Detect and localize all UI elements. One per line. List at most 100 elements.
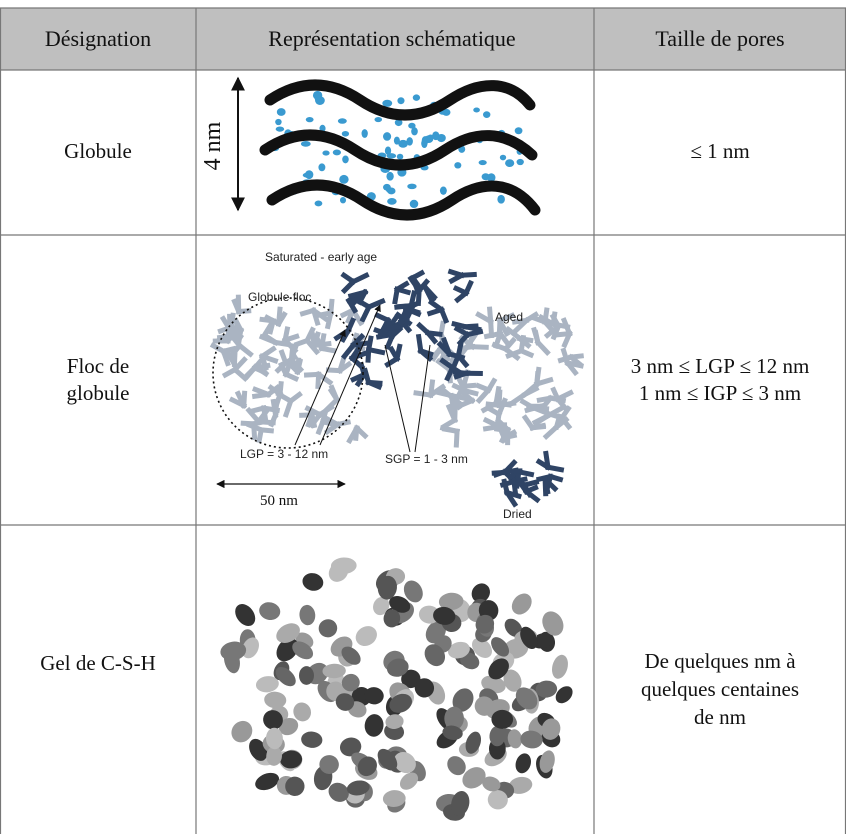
blue-dot	[322, 150, 330, 156]
globule	[474, 382, 492, 394]
blue-dot	[412, 94, 421, 101]
gel-particle	[249, 738, 268, 761]
globule-layers	[259, 79, 541, 221]
globule	[543, 450, 551, 471]
blue-dot	[385, 187, 394, 193]
blue-dot	[483, 111, 491, 118]
blue-dot	[396, 153, 404, 160]
gel-particle	[482, 776, 501, 792]
pore-size: ≤ 1 nm	[690, 139, 749, 163]
gel-particle	[299, 604, 316, 626]
gel-particle	[255, 676, 279, 693]
globule	[288, 343, 296, 363]
state-label: Aged	[495, 310, 523, 324]
globule	[464, 328, 484, 338]
gel-particle	[447, 641, 470, 659]
gel-particle	[489, 725, 506, 747]
gel-particle	[465, 731, 482, 754]
blue-dot	[314, 200, 323, 207]
globule	[346, 424, 361, 445]
gel-particle	[220, 641, 247, 661]
gel-particle	[382, 790, 406, 807]
globule	[533, 366, 542, 387]
floc-label: Globule floc	[248, 290, 311, 304]
blue-dot	[341, 130, 350, 137]
blue-dot	[332, 149, 342, 156]
blue-dot	[304, 170, 314, 180]
globule	[486, 405, 503, 418]
globule	[339, 306, 357, 319]
gel-particle	[242, 637, 259, 659]
blue-dot	[514, 127, 523, 135]
blue-dot	[397, 97, 405, 105]
blue-dot	[386, 171, 394, 181]
gel-particle	[511, 593, 532, 615]
blue-dot	[382, 99, 393, 107]
blue-dot	[393, 136, 400, 145]
globule	[438, 306, 450, 324]
globule	[241, 390, 248, 409]
blue-dot	[408, 122, 416, 129]
gel-particle	[301, 731, 323, 748]
gel-particle	[276, 637, 299, 662]
globule	[421, 283, 437, 303]
header-cell: Taille de pores	[655, 26, 784, 51]
gel-particle	[377, 575, 397, 600]
globule	[534, 412, 551, 426]
gel-particle	[491, 709, 514, 729]
gel-particle	[318, 619, 338, 638]
globule	[564, 359, 579, 377]
blue-dot	[421, 139, 428, 149]
blue-dot	[387, 198, 397, 205]
gel-particle	[507, 729, 523, 749]
pore-size: de nm	[694, 705, 746, 729]
gel-particle	[275, 667, 296, 687]
designation: Globule	[64, 139, 132, 163]
gel-particle	[535, 680, 558, 698]
globule	[311, 340, 332, 349]
globule	[345, 297, 359, 314]
blue-dot	[516, 158, 524, 166]
gel-particle	[263, 710, 283, 730]
globule	[225, 350, 238, 368]
globule	[440, 387, 457, 402]
globule	[275, 310, 288, 328]
globule	[461, 387, 479, 397]
globule	[501, 478, 511, 496]
gel-particle	[472, 637, 492, 658]
globule	[272, 339, 291, 348]
gel-particle	[474, 696, 495, 716]
gel-particle	[385, 714, 404, 730]
globule	[441, 416, 459, 430]
gel-particle	[488, 658, 509, 680]
globule	[272, 399, 280, 418]
gel-particle	[451, 791, 470, 816]
gel-particle	[541, 718, 561, 740]
globule	[447, 268, 465, 279]
gel-particle	[508, 776, 533, 794]
globule	[496, 330, 512, 348]
globule	[327, 387, 341, 404]
globule	[415, 333, 424, 354]
blue-dot	[411, 127, 418, 136]
scale-label: 4 nm	[200, 121, 226, 170]
state-label: Saturated - early age	[265, 250, 377, 264]
gel-particle	[293, 702, 312, 722]
gel-particle	[503, 669, 522, 692]
blue-dot	[406, 137, 413, 146]
gel-particle	[515, 687, 538, 710]
globule	[349, 271, 370, 286]
gel-particle	[280, 750, 303, 769]
gel-particle	[491, 637, 510, 657]
globule	[408, 290, 418, 309]
globule	[350, 340, 370, 348]
gel-particle	[322, 663, 346, 679]
blue-dot	[409, 199, 419, 209]
gel-particle	[393, 751, 416, 774]
gel-particle	[328, 782, 349, 802]
blue-dot	[383, 132, 392, 141]
globule	[256, 426, 265, 444]
gel-particle	[266, 746, 282, 766]
globule	[453, 428, 460, 448]
gel-particle	[235, 604, 256, 626]
